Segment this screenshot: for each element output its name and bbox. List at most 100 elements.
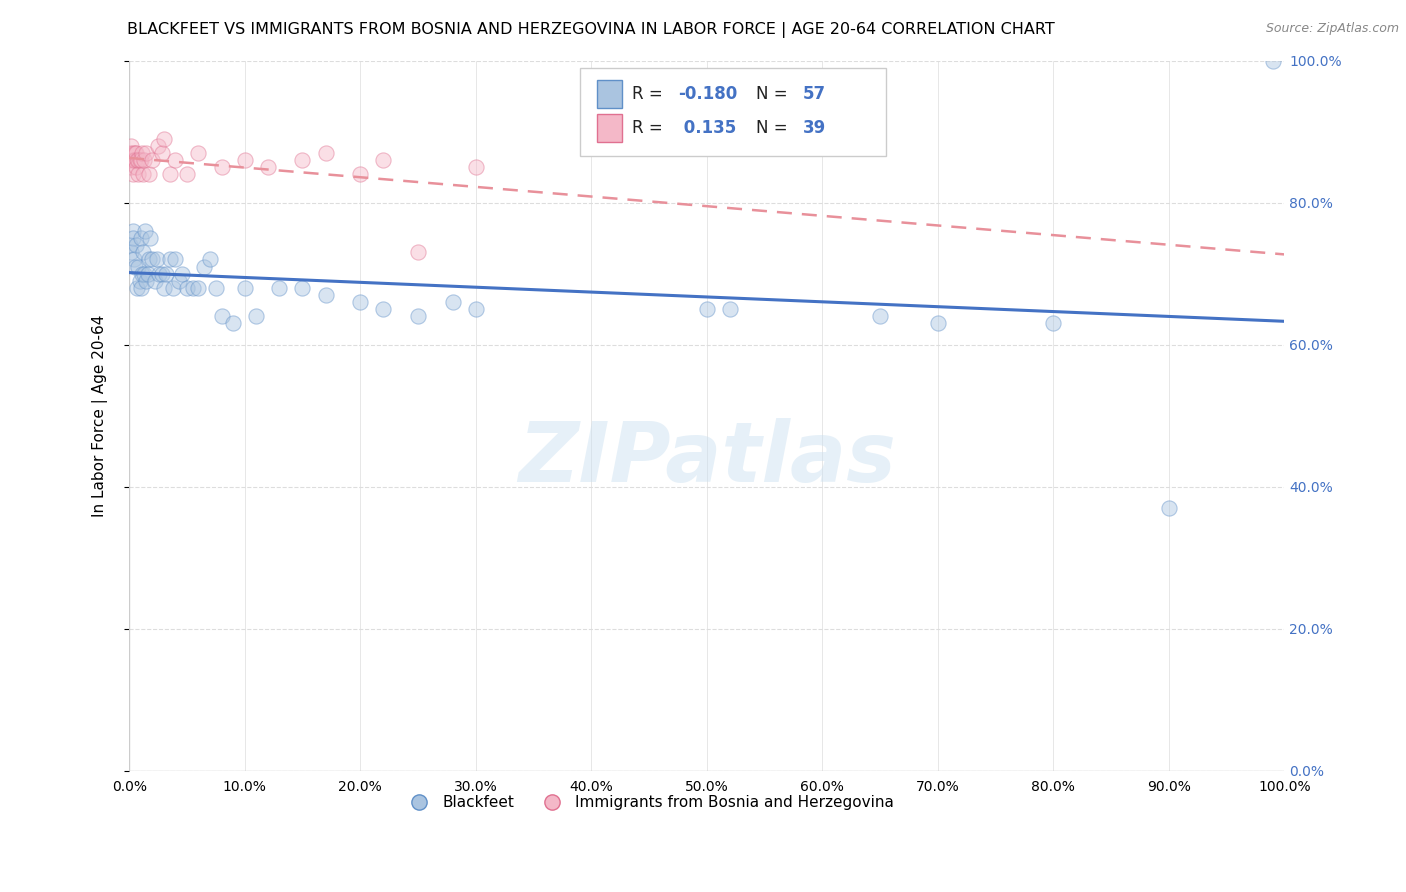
Point [121, 167, 143, 181]
Point [134, 267, 156, 281]
Point [1261, 54, 1284, 68]
Point [135, 274, 157, 288]
Point [125, 145, 148, 160]
Point [129, 153, 152, 167]
Point [373, 302, 395, 317]
Point [125, 160, 148, 174]
Point [159, 252, 181, 267]
Point [222, 317, 245, 331]
Point [121, 231, 143, 245]
Point [181, 281, 204, 295]
Point [464, 160, 486, 174]
Legend: Blackfeet, Immigrants from Bosnia and Herzegovina: Blackfeet, Immigrants from Bosnia and He… [398, 789, 900, 816]
Point [132, 245, 155, 260]
Text: R =: R = [631, 120, 668, 137]
Text: BLACKFEET VS IMMIGRANTS FROM BOSNIA AND HERZEGOVINA IN LABOR FORCE | AGE 20-64 C: BLACKFEET VS IMMIGRANTS FROM BOSNIA AND … [127, 22, 1054, 38]
Y-axis label: In Labor Force | Age 20-64: In Labor Force | Age 20-64 [93, 315, 108, 516]
Point [211, 310, 233, 324]
Text: 0.135: 0.135 [678, 120, 737, 137]
Point [138, 167, 160, 181]
Point [141, 252, 163, 267]
Point [122, 153, 145, 167]
Point [127, 167, 149, 181]
Point [176, 281, 198, 295]
Point [291, 153, 314, 167]
Point [150, 267, 173, 281]
Point [125, 238, 148, 252]
Text: 57: 57 [803, 85, 825, 103]
Point [124, 260, 146, 274]
Point [128, 274, 150, 288]
Point [122, 252, 145, 267]
Point [406, 310, 429, 324]
Point [138, 252, 160, 267]
Point [134, 224, 156, 238]
Point [315, 145, 337, 160]
Point [127, 260, 149, 274]
Text: Source: ZipAtlas.com: Source: ZipAtlas.com [1265, 22, 1399, 36]
Point [153, 281, 176, 295]
Point [869, 310, 891, 324]
Point [131, 267, 153, 281]
FancyBboxPatch shape [598, 114, 623, 143]
Point [193, 260, 215, 274]
Point [120, 145, 142, 160]
Point [124, 145, 146, 160]
Point [233, 281, 256, 295]
FancyBboxPatch shape [579, 68, 886, 156]
Point [148, 267, 170, 281]
Text: N =: N = [756, 120, 793, 137]
Point [373, 153, 395, 167]
Point [128, 153, 150, 167]
Point [143, 274, 166, 288]
Point [134, 153, 156, 167]
Point [135, 145, 157, 160]
Point [153, 132, 176, 146]
Point [136, 267, 159, 281]
Point [165, 252, 187, 267]
FancyBboxPatch shape [598, 79, 623, 108]
Point [150, 145, 173, 160]
Point [127, 281, 149, 295]
Point [269, 281, 291, 295]
Point [204, 281, 226, 295]
Text: -0.180: -0.180 [678, 85, 737, 103]
Point [233, 153, 256, 167]
Point [146, 252, 169, 267]
Point [245, 310, 267, 324]
Point [159, 167, 181, 181]
Point [127, 153, 149, 167]
Point [1042, 317, 1064, 331]
Point [121, 139, 143, 153]
Point [120, 238, 142, 252]
Point [256, 160, 278, 174]
Point [129, 281, 152, 295]
Point [121, 160, 143, 174]
Point [927, 317, 949, 331]
Point [211, 160, 233, 174]
Point [127, 153, 149, 167]
Point [121, 245, 143, 260]
Point [718, 302, 741, 317]
Point [129, 231, 152, 245]
Point [291, 281, 314, 295]
Point [167, 274, 190, 288]
Point [1157, 500, 1180, 515]
Point [349, 295, 371, 310]
Point [124, 153, 146, 167]
Point [162, 281, 184, 295]
Point [122, 153, 145, 167]
Point [187, 145, 209, 160]
Point [441, 295, 464, 310]
Point [315, 288, 337, 302]
Point [139, 231, 162, 245]
Point [176, 167, 198, 181]
Point [696, 302, 718, 317]
Point [165, 153, 187, 167]
Point [120, 153, 142, 167]
Point [172, 267, 194, 281]
Point [141, 153, 163, 167]
Point [464, 302, 486, 317]
Point [121, 145, 143, 160]
Text: R =: R = [631, 85, 668, 103]
